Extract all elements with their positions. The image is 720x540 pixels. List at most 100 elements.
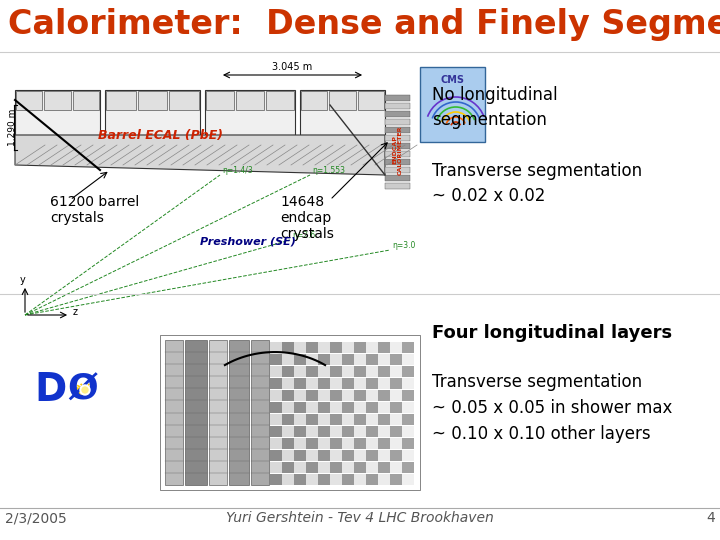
Bar (15, 90, 100, 135)
Bar (229, 340, 249, 485)
Bar (390, 414, 402, 425)
Bar (385, 103, 410, 109)
Bar (294, 437, 305, 449)
Text: Yuri Gershtein - Tev 4 LHC Brookhaven: Yuri Gershtein - Tev 4 LHC Brookhaven (226, 511, 494, 525)
Bar (160, 335, 420, 490)
Text: z: z (73, 307, 78, 317)
Bar (330, 462, 341, 473)
Bar (378, 414, 390, 425)
Bar (402, 377, 413, 389)
Text: Ø: Ø (68, 373, 99, 407)
Bar (385, 119, 410, 125)
Bar (294, 377, 305, 389)
Bar (301, 91, 328, 110)
Bar (318, 437, 330, 449)
Bar (294, 449, 305, 461)
Bar (330, 354, 341, 365)
Circle shape (80, 385, 90, 395)
Text: Barrel ECAL (PbE): Barrel ECAL (PbE) (97, 129, 222, 141)
Bar (73, 91, 99, 110)
Bar (45, 91, 71, 110)
Bar (366, 377, 377, 389)
Bar (318, 377, 330, 389)
Bar (294, 414, 305, 425)
Bar (366, 389, 377, 401)
Bar (390, 341, 402, 353)
Bar (390, 474, 402, 485)
Bar (390, 449, 402, 461)
Bar (385, 143, 410, 149)
Bar (294, 426, 305, 437)
Bar (342, 341, 354, 353)
Bar (402, 341, 413, 353)
Bar (306, 377, 318, 389)
Bar (354, 414, 366, 425)
Bar (270, 437, 282, 449)
Bar (330, 366, 341, 377)
Bar (306, 354, 318, 365)
Bar (306, 462, 318, 473)
Bar (366, 354, 377, 365)
Text: Transverse segmentation
~ 0.02 x 0.02: Transverse segmentation ~ 0.02 x 0.02 (432, 162, 642, 205)
Bar (366, 474, 377, 485)
Bar (402, 389, 413, 401)
Bar (306, 426, 318, 437)
Bar (294, 366, 305, 377)
Bar (294, 402, 305, 413)
Bar (402, 366, 413, 377)
Bar (282, 402, 294, 413)
Bar (342, 414, 354, 425)
Bar (282, 426, 294, 437)
Bar (138, 91, 167, 110)
Bar (294, 462, 305, 473)
Bar (282, 462, 294, 473)
Bar (342, 462, 354, 473)
Bar (385, 175, 410, 181)
Bar (378, 402, 390, 413)
Bar (270, 389, 282, 401)
Bar (385, 159, 410, 165)
Bar (385, 127, 410, 133)
Bar (385, 111, 410, 117)
Bar (270, 449, 282, 461)
Bar (342, 377, 354, 389)
Bar (270, 377, 282, 389)
Bar (205, 90, 295, 135)
Bar (330, 377, 341, 389)
Text: η=1.553: η=1.553 (312, 166, 345, 175)
Bar (270, 414, 282, 425)
Bar (366, 462, 377, 473)
Bar (385, 135, 410, 141)
Bar (354, 341, 366, 353)
Bar (378, 474, 390, 485)
Bar (378, 354, 390, 365)
Bar (354, 354, 366, 365)
Bar (402, 414, 413, 425)
Bar (342, 437, 354, 449)
Bar (251, 340, 269, 485)
Bar (390, 354, 402, 365)
Bar (330, 414, 341, 425)
Text: η=3.0: η=3.0 (392, 241, 415, 250)
Text: No longitudinal
segmentation: No longitudinal segmentation (432, 86, 557, 130)
Bar (390, 377, 402, 389)
Bar (342, 449, 354, 461)
Bar (105, 90, 200, 135)
Bar (390, 437, 402, 449)
Bar (342, 474, 354, 485)
Bar (330, 426, 341, 437)
Bar (282, 449, 294, 461)
Bar (385, 183, 410, 189)
Bar (294, 389, 305, 401)
Bar (402, 462, 413, 473)
Bar (270, 366, 282, 377)
Bar (366, 414, 377, 425)
Bar (169, 91, 199, 110)
Bar (318, 402, 330, 413)
Text: Calorimeter:  Dense and Finely Segmented: Calorimeter: Dense and Finely Segmented (8, 8, 720, 41)
Bar (266, 91, 294, 110)
Bar (366, 437, 377, 449)
Bar (330, 341, 341, 353)
Text: 3.045 m: 3.045 m (272, 62, 312, 72)
Text: 61200 barrel
crystals: 61200 barrel crystals (50, 195, 139, 225)
